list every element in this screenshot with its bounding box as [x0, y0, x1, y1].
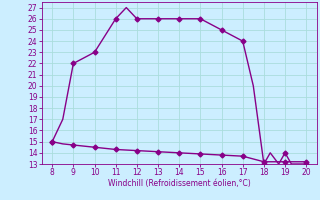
X-axis label: Windchill (Refroidissement éolien,°C): Windchill (Refroidissement éolien,°C)	[108, 179, 251, 188]
